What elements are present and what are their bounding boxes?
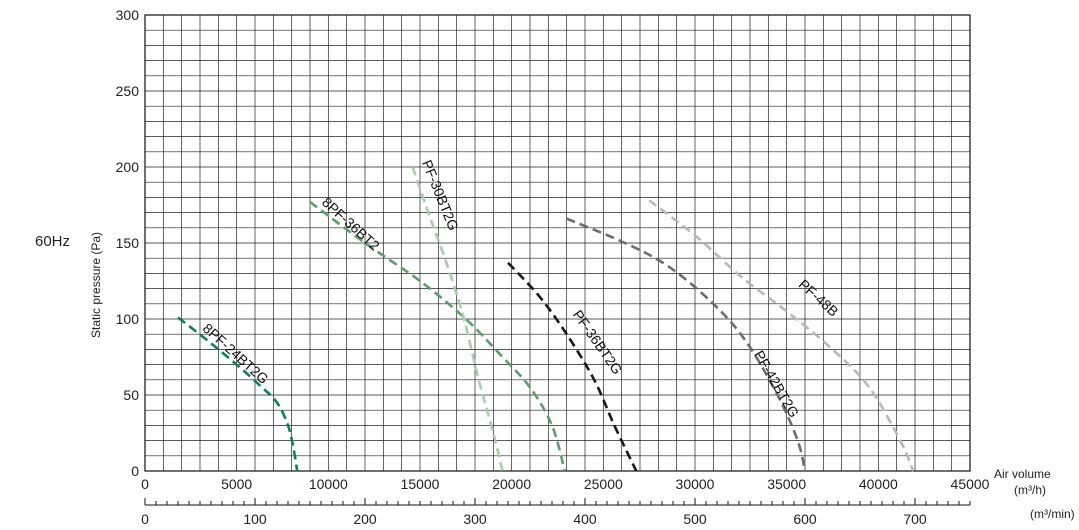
curve-pf-30bt2g — [411, 166, 504, 472]
x2-tick-label: 600 — [793, 511, 817, 527]
x2-tick-label: 200 — [353, 511, 377, 527]
x2-tick-label: 100 — [243, 511, 267, 527]
curve-label-pf-36bt2g: PF-36BT2G — [570, 307, 626, 377]
x-tick-label: 25000 — [584, 476, 623, 492]
x-tick-label: 35000 — [767, 476, 806, 492]
curve-pf-42bt2g — [566, 217, 807, 472]
curve-label-pf-42bt2g: PF-42BT2G — [751, 348, 802, 421]
x2-tick-label: 700 — [903, 511, 927, 527]
curve-8pf-24bt2g — [177, 316, 299, 472]
x-tick-label: 10000 — [309, 476, 348, 492]
y-tick-label: 50 — [123, 387, 139, 403]
grid — [144, 14, 971, 472]
y-tick-label: 200 — [116, 159, 140, 175]
x-tick-label: 5000 — [221, 476, 252, 492]
x-tick-label: 30000 — [676, 476, 715, 492]
x-axis-label: Air volume — [994, 467, 1051, 481]
x-tick-label: 20000 — [492, 476, 531, 492]
x-tick-label: 15000 — [401, 476, 440, 492]
y-axis-label: Static pressure (Pa) — [89, 232, 103, 338]
x-tick-label: 40000 — [859, 476, 898, 492]
curves — [177, 166, 915, 472]
curve-pf-48b — [648, 199, 915, 472]
frequency-label: 60Hz — [35, 233, 71, 250]
x2-tick-label: 400 — [573, 511, 597, 527]
curve-label-pf-30bt2g: PF-30BT2G — [419, 158, 462, 233]
curve-label-8pf-24bt2g: 8PF-24BT2G — [200, 320, 272, 387]
x2-tick-label: 300 — [463, 511, 487, 527]
y-tick-label: 250 — [116, 83, 140, 99]
y-tick-label: 100 — [116, 311, 140, 327]
x-axis-unit-primary: (m³/h) — [1014, 483, 1046, 497]
curve-label-pf-48b: PF-48B — [796, 276, 842, 320]
y-tick-label: 300 — [116, 7, 140, 23]
y-tick-label: 0 — [131, 463, 139, 479]
x-tick-label: 45000 — [951, 476, 990, 492]
x-tick-label: 0 — [141, 476, 149, 492]
curve-pf-36bt2g — [507, 261, 638, 472]
x-axis-unit-secondary: (m³/min) — [1030, 507, 1075, 521]
x2-tick-label: 0 — [141, 511, 149, 527]
x2-tick-label: 500 — [683, 511, 707, 527]
plot-frame — [144, 14, 971, 472]
y-tick-label: 150 — [116, 235, 140, 251]
curve-8pf-36bt2 — [309, 200, 567, 472]
